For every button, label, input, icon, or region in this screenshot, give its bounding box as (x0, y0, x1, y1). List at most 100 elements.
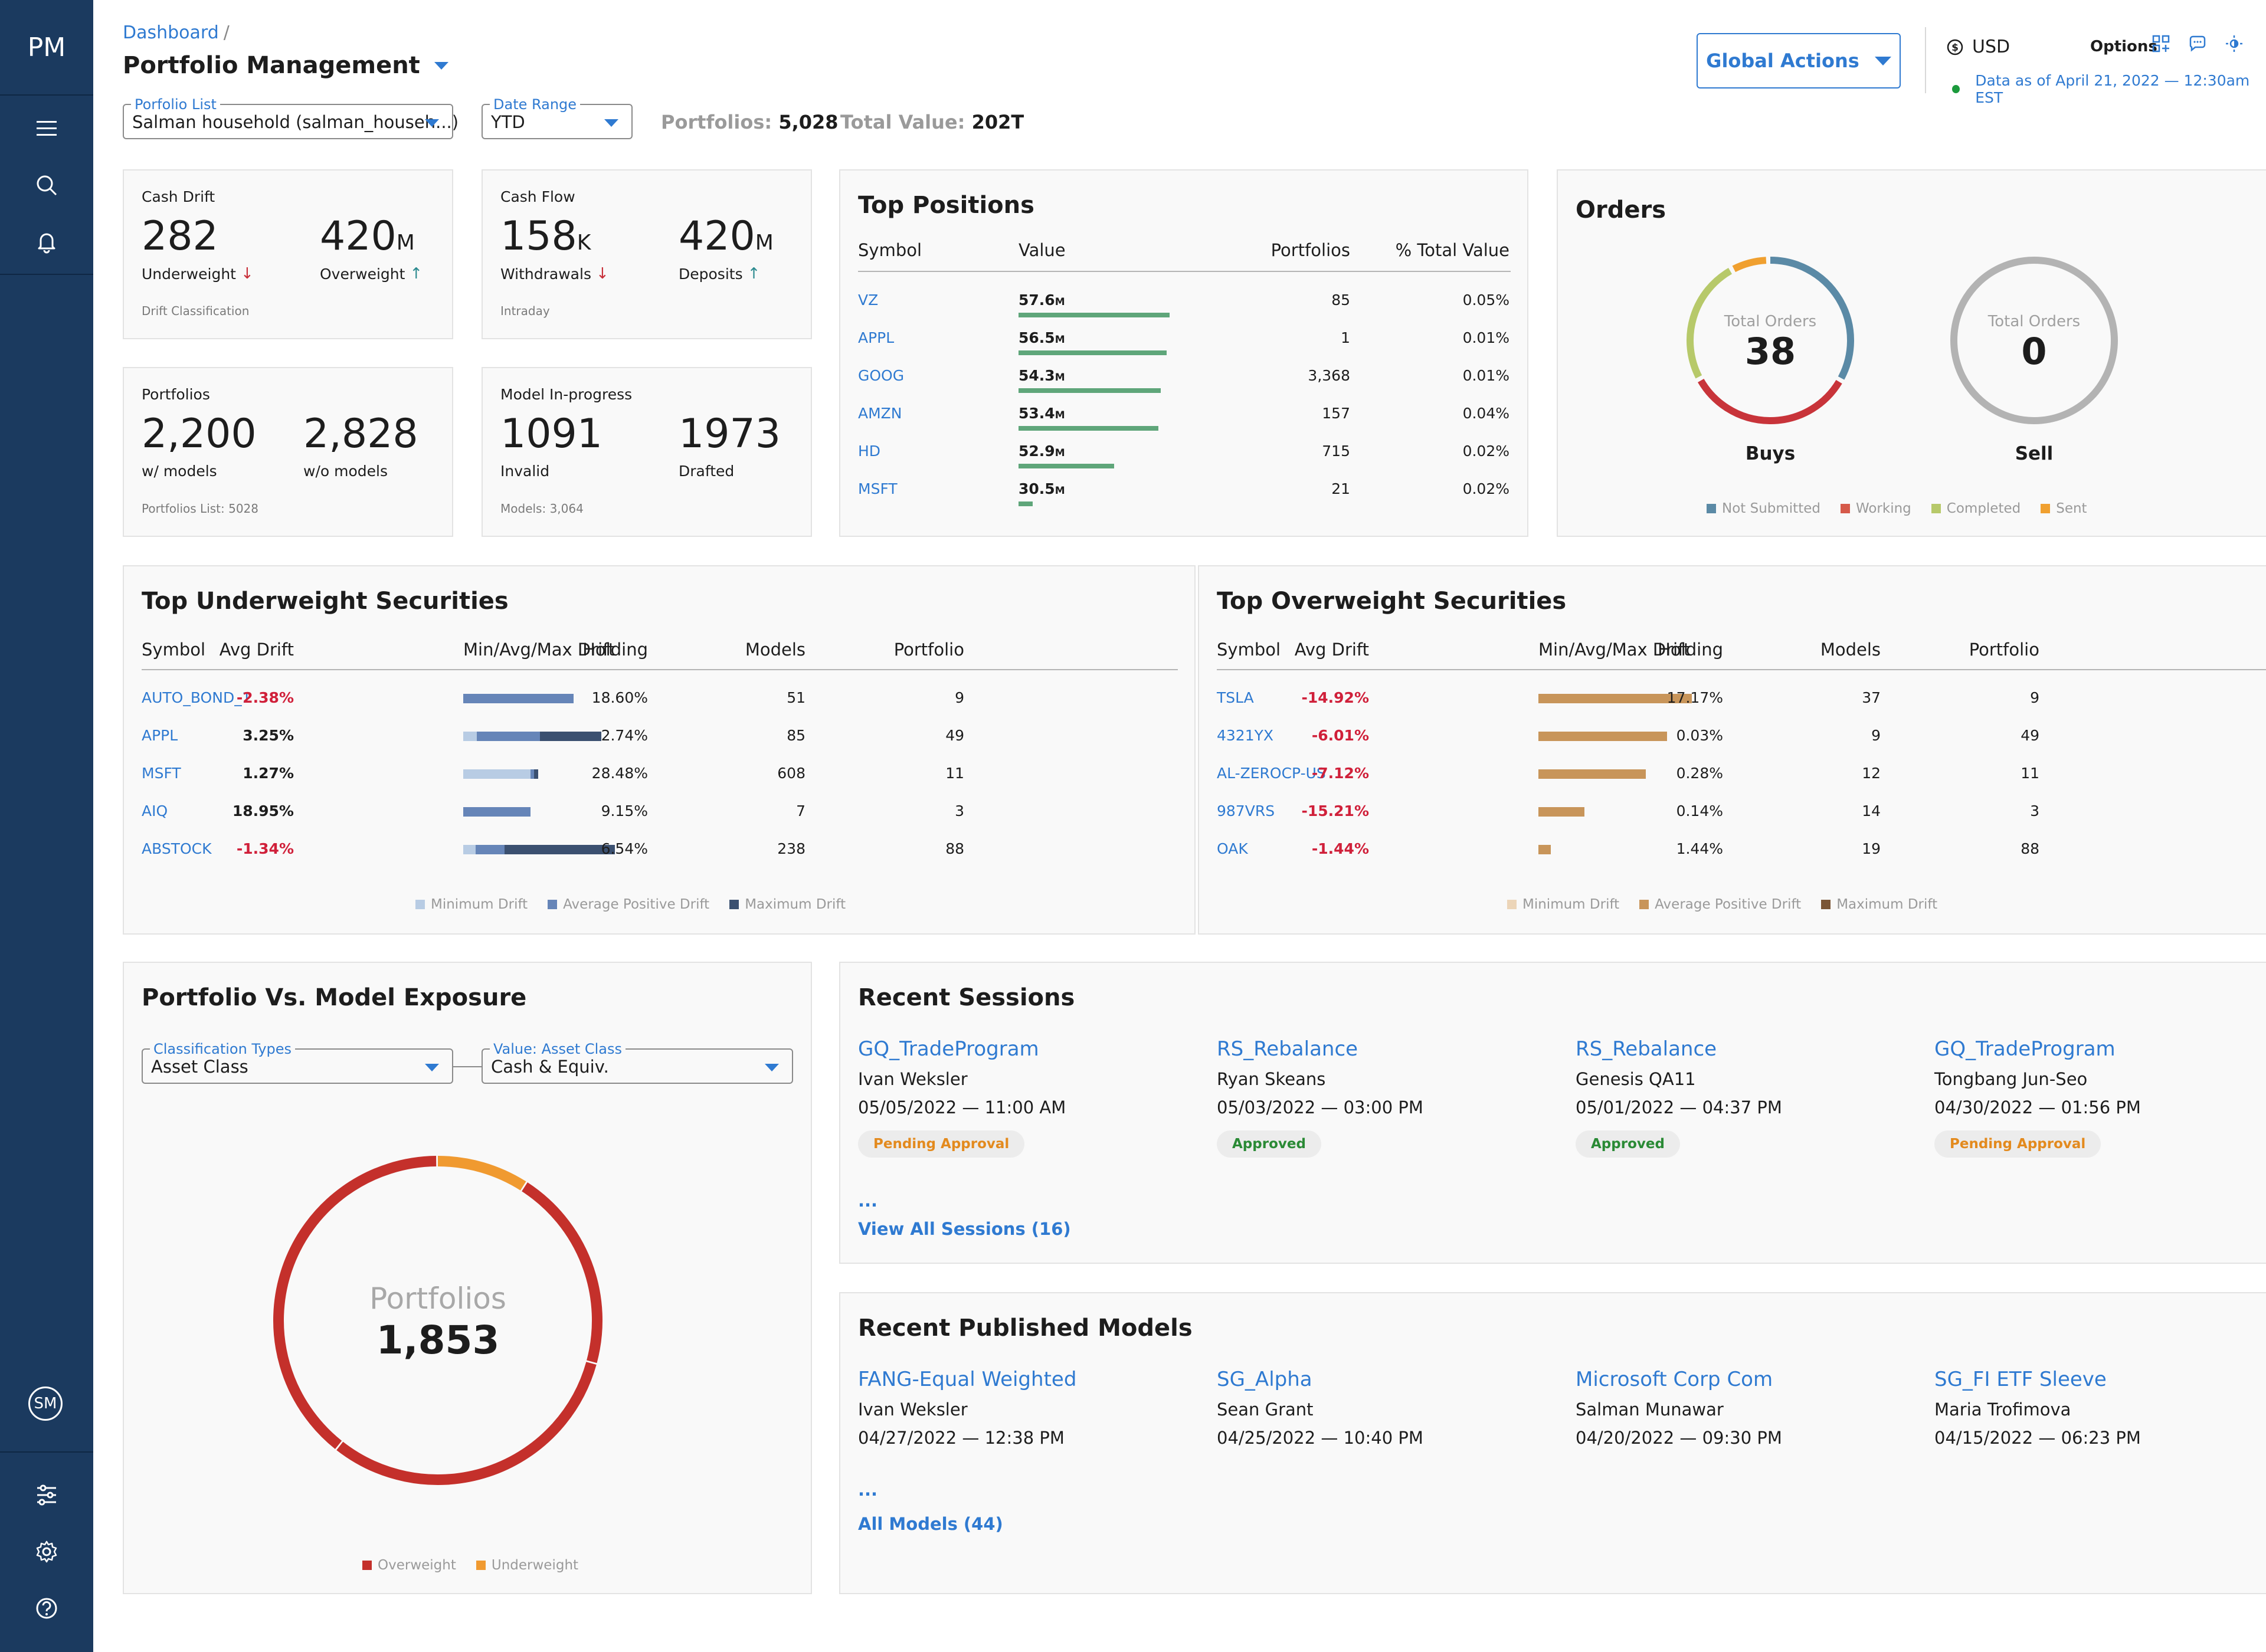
breadcrumb[interactable]: Dashboard / (123, 22, 230, 43)
gear-icon[interactable] (0, 1528, 93, 1575)
underweight-arc[interactable] (437, 1156, 526, 1191)
chevron-down-icon[interactable] (434, 61, 448, 70)
more-ellipsis[interactable]: ... (858, 1480, 878, 1500)
card-title: Top Underweight Securities (142, 588, 509, 615)
model-name-link[interactable]: FANG-Equal Weighted (858, 1368, 1077, 1391)
breadcrumb-link[interactable]: Dashboard (123, 22, 219, 43)
classification-types-select[interactable]: Classification Types Asset Class (142, 1041, 453, 1084)
portfolio-count: 88 (2021, 840, 2039, 857)
position-symbol[interactable]: AMZN (858, 405, 902, 422)
position-symbol[interactable]: VZ (858, 291, 879, 309)
completed-arc[interactable] (1687, 268, 1733, 379)
models-count: 12 (1862, 765, 1881, 782)
column-header[interactable]: Symbol (142, 640, 206, 660)
column-header[interactable]: Portfolios (1270, 240, 1350, 260)
model-name-link[interactable]: SG_FI ETF Sleeve (1934, 1368, 2107, 1391)
legend-swatch (1821, 900, 1831, 909)
position-symbol[interactable]: HD (858, 442, 881, 460)
security-symbol[interactable]: 987VRS (1217, 802, 1275, 820)
security-symbol[interactable]: AIQ (142, 802, 168, 820)
position-symbol[interactable]: GOOG (858, 367, 905, 384)
all-models-link[interactable]: All Models (44) (858, 1514, 1003, 1534)
security-symbol[interactable]: 4321YX (1217, 727, 1274, 744)
bell-icon[interactable] (0, 218, 93, 266)
security-symbol[interactable]: AL-ZEROCP-US (1217, 765, 1326, 782)
column-header[interactable]: % Total Value (1395, 240, 1509, 260)
chat-icon[interactable] (2188, 34, 2207, 53)
position-value-unit: M (1055, 372, 1065, 384)
page-title[interactable]: Portfolio Management (123, 52, 448, 79)
currency-selector[interactable]: $ USD (1946, 37, 2010, 57)
models-count: 7 (796, 802, 805, 820)
help-icon[interactable] (0, 1585, 93, 1632)
legend-item: Sent (2041, 501, 2087, 516)
security-symbol[interactable]: OAK (1217, 840, 1248, 857)
position-symbol[interactable]: MSFT (858, 480, 898, 497)
date-range-select[interactable]: Date Range YTD (482, 96, 633, 139)
legend-label: Average Positive Drift (1655, 897, 1802, 912)
portfolio-list-select[interactable]: Porfolio List Salman household (salman_h… (123, 96, 459, 139)
overweight-arc[interactable] (273, 1156, 437, 1450)
min-drift-bar (463, 769, 531, 779)
column-header[interactable]: Holding (582, 640, 648, 660)
security-symbol[interactable]: AUTO_BOND_1 (142, 689, 251, 706)
session-name-link[interactable]: GQ_TradeProgram (858, 1037, 1039, 1061)
position-symbol[interactable]: APPL (858, 329, 895, 346)
search-icon[interactable] (0, 162, 93, 209)
global-actions-button[interactable]: Global Actions (1697, 33, 1901, 88)
not-submitted-arc[interactable] (1770, 257, 1854, 380)
model-name-link[interactable]: Microsoft Corp Com (1576, 1368, 1773, 1391)
column-header[interactable]: Portfolio (893, 640, 964, 660)
position-value-unit: M (1055, 485, 1065, 497)
column-header[interactable]: Models (745, 640, 805, 660)
position-portfolios: 21 (1331, 480, 1350, 497)
asset-class-value-select[interactable]: Value: Asset Class Cash & Equiv. (482, 1041, 793, 1084)
sell-ring[interactable] (1950, 257, 2118, 424)
column-header[interactable]: Avg Drift (1294, 640, 1369, 660)
position-value: 56.5M (1019, 329, 1065, 346)
more-ellipsis[interactable]: ... (858, 1191, 878, 1211)
grid-add-icon[interactable] (2152, 34, 2170, 53)
overweight-arc[interactable] (522, 1182, 602, 1363)
security-symbol[interactable]: APPL (142, 727, 178, 744)
recent-sessions-card: Recent Sessions GQ_TradeProgram Ivan Weks… (839, 962, 2266, 1264)
sliders-icon[interactable] (0, 1471, 93, 1519)
column-header[interactable]: Holding (1658, 640, 1723, 660)
arrow-down-icon: ↓ (595, 265, 609, 283)
app-logo[interactable]: PM (0, 0, 93, 96)
avg-drift: 3.25% (243, 727, 294, 744)
avg-drift-bar (531, 769, 534, 779)
menu-icon[interactable] (0, 105, 93, 152)
portfolio-count: 88 (945, 840, 964, 857)
column-header[interactable]: Value (1019, 240, 1066, 260)
session-name-link[interactable]: GQ_TradeProgram (1934, 1037, 2116, 1061)
legend-swatch (1931, 504, 1941, 513)
security-symbol[interactable]: ABSTOCK (142, 840, 212, 857)
legend-item: Not Submitted (1707, 501, 1820, 516)
view-all-sessions-link[interactable]: View All Sessions (16) (858, 1219, 1071, 1239)
classification-types-value: Asset Class (151, 1057, 248, 1077)
brightness-icon[interactable] (2225, 34, 2244, 53)
column-header[interactable]: Min/Avg/Max Drift (1538, 640, 1691, 660)
options-label: Options (2090, 38, 2157, 55)
column-header[interactable]: Avg Drift (219, 640, 294, 660)
session-name-link[interactable]: RS_Rebalance (1217, 1037, 1358, 1061)
model-name-link[interactable]: SG_Alpha (1217, 1368, 1312, 1391)
column-header[interactable]: Symbol (1217, 640, 1281, 660)
session-name-link[interactable]: RS_Rebalance (1576, 1037, 1717, 1061)
overweight-arc[interactable] (336, 1362, 597, 1485)
position-value: 52.9M (1019, 442, 1065, 460)
avg-drift-bar (463, 694, 574, 703)
working-arc[interactable] (1698, 378, 1842, 424)
portfolio-count: 11 (2021, 765, 2039, 782)
column-header[interactable]: Min/Avg/Max Drift (463, 640, 615, 660)
security-symbol[interactable]: MSFT (142, 765, 181, 782)
column-header[interactable]: Portfolio (1969, 640, 2039, 660)
kpi-unit: K (577, 231, 591, 255)
security-symbol[interactable]: TSLA (1217, 689, 1254, 706)
sent-arc[interactable] (1732, 257, 1767, 273)
column-header[interactable]: Models (1820, 640, 1881, 660)
avatar[interactable]: SM (28, 1386, 63, 1421)
avg-drift-bar (1538, 807, 1584, 817)
column-header[interactable]: Symbol (858, 240, 922, 260)
